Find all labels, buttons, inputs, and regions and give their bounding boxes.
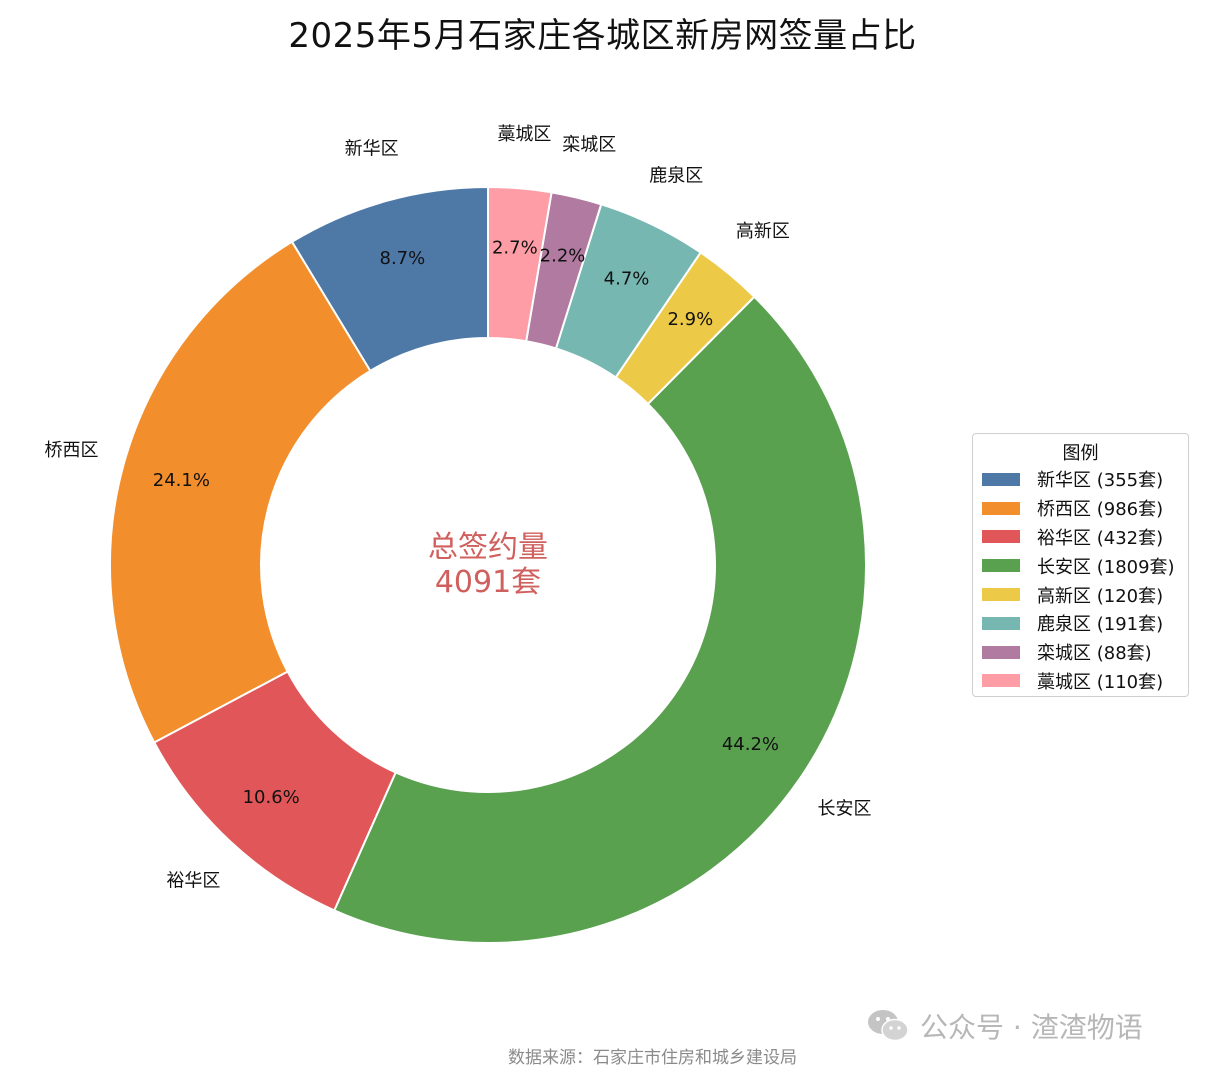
- category-label-5: 鹿泉区: [649, 166, 703, 187]
- legend-label-5: 鹿泉区 (191套): [1037, 614, 1164, 636]
- legend-item-7: 藁城区 (110套): [973, 667, 1188, 696]
- legend-item-2: 裕华区 (432套): [973, 523, 1188, 552]
- legend-label-6: 栾城区 (88套): [1037, 643, 1152, 665]
- legend-swatch-4: [982, 588, 1020, 602]
- percent-label-6: 2.2%: [540, 245, 586, 266]
- data-source-note: 数据来源：石家庄市住房和城乡建设局: [508, 1048, 797, 1068]
- wechat-icon: [868, 1010, 909, 1042]
- category-label-7: 藁城区: [497, 124, 551, 145]
- legend-label-2: 裕华区 (432套): [1037, 527, 1164, 549]
- legend-label-1: 桥西区 (986套): [1037, 499, 1164, 521]
- center-total-label: 总签约量: [428, 530, 548, 565]
- donut-slices: [109, 185, 867, 944]
- category-label-3: 长安区: [818, 798, 872, 819]
- legend-item-0: 新华区 (355套): [973, 465, 1188, 494]
- legend-label-3: 长安区 (1809套): [1037, 556, 1175, 578]
- legend-item-3: 长安区 (1809套): [973, 551, 1188, 580]
- slice-3: [333, 295, 867, 944]
- category-label-6: 栾城区: [562, 135, 616, 156]
- category-label-2: 裕华区: [166, 871, 220, 892]
- legend-swatch-3: [982, 559, 1020, 573]
- legend-item-4: 高新区 (120套): [973, 580, 1188, 609]
- percent-label-7: 2.7%: [492, 238, 538, 259]
- percent-label-5: 4.7%: [604, 268, 650, 289]
- legend-swatch-5: [982, 616, 1020, 630]
- watermark: 公众号 · 渣渣物语: [866, 1006, 1143, 1046]
- percent-label-0: 8.7%: [380, 248, 426, 269]
- chart-title: 2025年5月石家庄各城区新房网签量占比: [288, 16, 917, 56]
- slice-1: [109, 240, 372, 744]
- legend-item-5: 鹿泉区 (191套): [973, 609, 1188, 638]
- category-label-4: 高新区: [736, 221, 790, 242]
- watermark-text: 公众号 · 渣渣物语: [920, 1011, 1143, 1044]
- legend-item-6: 栾城区 (88套): [973, 638, 1188, 667]
- percent-label-2: 10.6%: [243, 787, 300, 808]
- legend: 图例 新华区 (355套) 桥西区 (986套) 裕华区 (432套) 长安区 (18…: [972, 433, 1189, 697]
- percent-label-4: 2.9%: [667, 309, 713, 330]
- legend-label-7: 藁城区 (110套): [1037, 671, 1164, 693]
- legend-swatch-1: [982, 501, 1020, 515]
- legend-swatch-7: [982, 674, 1020, 688]
- legend-label-4: 高新区 (120套): [1037, 585, 1164, 607]
- legend-label-0: 新华区 (355套): [1037, 470, 1164, 492]
- category-label-0: 新华区: [345, 138, 399, 159]
- legend-title: 图例: [1062, 443, 1099, 464]
- legend-swatch-6: [982, 645, 1020, 659]
- slice-7: [487, 185, 553, 343]
- center-total-value: 4091套: [435, 565, 541, 600]
- percent-label-3: 44.2%: [722, 734, 779, 755]
- percent-label-1: 24.1%: [153, 470, 210, 491]
- percent-labels: 8.7% 24.1% 10.6% 44.2% 2.9% 4.7% 2.2%2.7%: [153, 238, 779, 808]
- legend-swatch-0: [982, 472, 1020, 486]
- category-label-1: 桥西区: [44, 440, 98, 461]
- legend-swatch-2: [982, 530, 1020, 544]
- legend-item-1: 桥西区 (986套): [973, 494, 1188, 523]
- legend-items: 新华区 (355套) 桥西区 (986套) 裕华区 (432套) 长安区 (1809套…: [973, 465, 1188, 695]
